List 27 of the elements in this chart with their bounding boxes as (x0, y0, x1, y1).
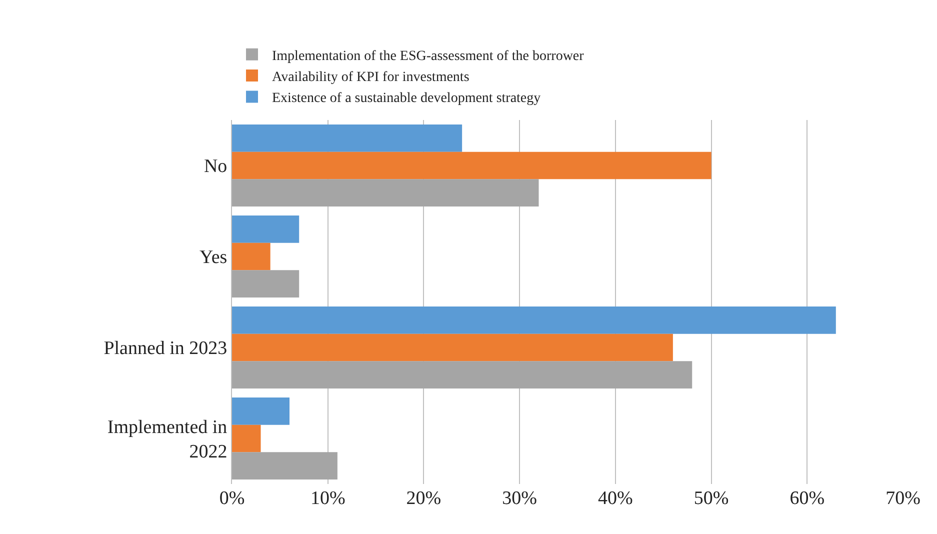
bar (232, 424, 261, 452)
y-tick-label: Planned in 2023 (104, 338, 228, 360)
y-tick-label: Implemented in 2022 (107, 416, 228, 462)
x-tick-label: 50% (694, 488, 729, 509)
x-tick-label: 40% (598, 488, 634, 509)
bar (232, 216, 300, 243)
bar (232, 334, 673, 362)
bar (232, 124, 462, 152)
bar (232, 270, 300, 298)
x-tick-label: 30% (502, 488, 538, 509)
bar (232, 452, 338, 480)
bar (232, 152, 712, 180)
y-tick-label: No (204, 156, 228, 178)
x-tick-label: 20% (406, 488, 442, 509)
bar (232, 306, 836, 334)
y-tick-label: Yes (200, 247, 228, 268)
bar (232, 242, 270, 270)
bar (232, 398, 290, 425)
x-tick-label: 70% (886, 488, 921, 509)
x-tick-label: 0% (219, 488, 245, 509)
legend-label: Existence of a sustainable development strategy (272, 91, 541, 106)
x-tick-label: 60% (790, 488, 825, 509)
bar (232, 361, 692, 388)
x-tick-label: 10% (310, 488, 346, 509)
legend-label: Implementation of the ESG-assessment of the borrower (272, 48, 584, 64)
legend-label: Availability of KPI for investments (272, 70, 470, 85)
bar (232, 179, 539, 206)
